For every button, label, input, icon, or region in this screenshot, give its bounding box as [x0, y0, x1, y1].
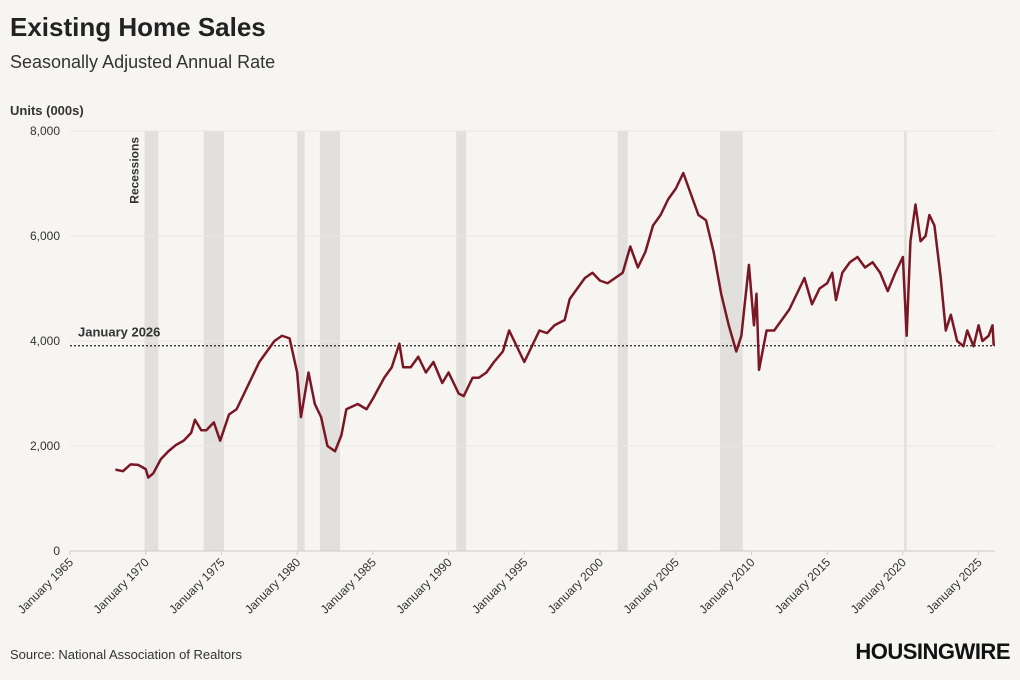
y-tick-label: 2,000 — [30, 439, 60, 453]
series-line — [115, 171, 995, 479]
recession-label: Recessions — [127, 137, 141, 204]
y-tick-label: 4,000 — [30, 334, 60, 348]
y-tick-label: 8,000 — [30, 124, 60, 138]
chart-subtitle: Seasonally Adjusted Annual Rate — [10, 52, 275, 72]
y-tick-label: 0 — [53, 544, 60, 558]
brand-logo: HOUSINGWIRE — [855, 639, 1010, 664]
chart-title: Existing Home Sales — [10, 12, 266, 42]
y-tick-label: 6,000 — [30, 229, 60, 243]
source: Source: National Association of Realtors — [10, 647, 242, 662]
reference-label: January 2026 — [78, 325, 160, 340]
y-axis-label: Units (000s) — [10, 103, 84, 118]
